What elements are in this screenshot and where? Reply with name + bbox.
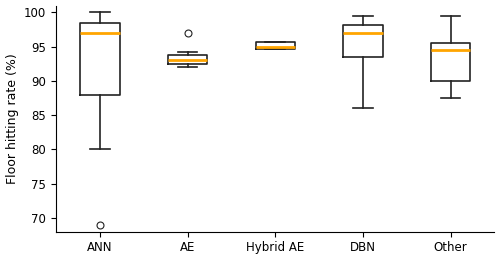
Y-axis label: Floor hitting rate (%): Floor hitting rate (%) bbox=[6, 53, 18, 184]
